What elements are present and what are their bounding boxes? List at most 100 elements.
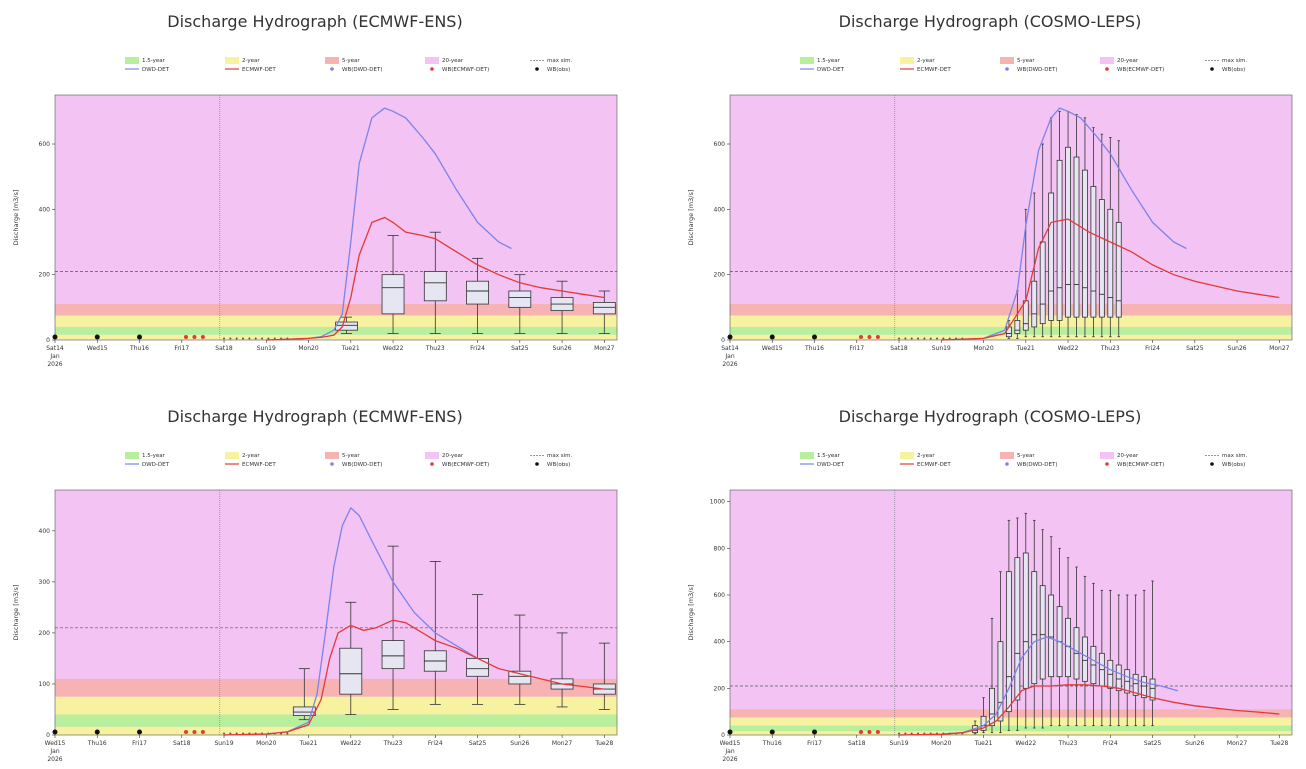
y-tick-label: 200 [39,630,51,637]
chart-panel-1: Discharge Hydrograph (ECMWF-ENS) 1.5-year… [5,0,625,370]
x-tick-label: Wed15 [720,740,741,747]
box-iqr [335,321,358,331]
legend-swatch-wbdwd [330,462,334,466]
chart-panel-2: Discharge Hydrograph (COSMO-LEPS) 1.5-yea… [680,0,1300,370]
x-tick-label: Thu16 [129,345,149,352]
x-tick-label: Jan [724,353,734,360]
sim-marker [273,337,276,340]
x-tick-label: Sun26 [510,740,529,747]
legend-label-y5: 5-year [342,58,360,64]
y-tick-label: 600 [714,141,726,148]
x-tick-label: Tue21 [1016,345,1035,352]
x-tick-label: Sat18 [215,345,233,352]
sim-marker [898,732,901,735]
legend-swatch-y1_5 [125,57,139,64]
hydrograph-chart-ecmwf-ens-top: Discharge Hydrograph (ECMWF-ENS) 1.5-year… [12,12,618,368]
box-iqr [1056,159,1063,321]
x-tick-label: Fri17 [849,345,864,352]
wb-ecmwf-dot [183,730,188,734]
y-tick-label: 400 [714,639,726,646]
box-iqr [466,280,489,305]
legend-label-wbobs: WB(obs) [1222,67,1245,73]
y-axis-label: Discharge [m3/s] [12,190,20,246]
y-axis-label: Discharge [m3/s] [687,190,695,246]
band-20-year [730,95,1292,340]
series-line-dwd-det [898,636,1179,736]
y-tick-label: 800 [714,545,726,552]
legend-swatch-y20 [425,452,439,459]
sim-marker [948,337,951,340]
box-iqr [997,641,1004,722]
box-iqr [1048,192,1055,321]
plot-frame [54,489,618,736]
legend-label-wbobs: WB(obs) [547,67,570,73]
legend-label-maxsim: max sim. [1222,58,1247,64]
wb-ecmwf-dot [200,730,205,734]
plot-frame [729,489,1293,736]
band-2-year [730,315,1292,327]
chart-title: Discharge Hydrograph (ECMWF-ENS) [167,12,462,31]
legend-swatch-y20 [1100,452,1114,459]
legend-label-dwd: DWD-DET [817,462,845,468]
x-tick-label: Sat14 [46,345,64,352]
obs-dot [137,334,143,340]
band-low [55,726,617,735]
x-tick-label: Sun19 [214,740,233,747]
legend-label-y1_5: 1.5-year [142,58,166,64]
series-line-ecmwf-det [223,619,605,736]
y-axis-label: Discharge [m3/s] [12,585,20,641]
box-iqr [508,670,532,685]
chart-title: Discharge Hydrograph (ECMWF-ENS) [167,407,462,426]
x-tick-label: Tue21 [341,345,360,352]
legend-swatch-wbecmwf [1105,462,1109,466]
x-tick-label: Sat25 [511,345,529,352]
legend-label-ecmwf: ECMWF-DET [242,462,276,468]
x-tick-label: Wed15 [87,345,108,352]
chart-panel-4: Discharge Hydrograph (COSMO-LEPS) 1.5-yea… [680,395,1300,765]
band-5-year [55,304,617,316]
band-low [730,334,1292,340]
legend-swatch-wbecmwf [430,462,434,466]
sim-marker [235,337,238,340]
sim-marker [261,337,264,340]
y-tick-label: 400 [39,206,51,213]
x-tick-label: Sat25 [1144,740,1162,747]
x-tick-label: Wed15 [762,345,783,352]
x-tick-label: Jan [49,748,59,755]
legend-label-y2: 2-year [242,58,260,64]
legend-swatch-y1_5 [800,57,814,64]
x-tick-label: Sun19 [889,740,908,747]
x-tick-label: Tue28 [594,740,613,747]
hydrograph-chart-cosmo-leps-bottom: Discharge Hydrograph (COSMO-LEPS) 1.5-yea… [687,407,1293,763]
legend-label-y20: 20-year [1117,453,1139,459]
x-tick-label: Sun26 [1228,345,1247,352]
sim-marker [942,337,945,340]
band-2-year [55,315,617,327]
box-iqr [381,274,405,315]
y-tick-label: 0 [46,732,50,739]
legend-swatch-wbobs [1210,67,1214,71]
legend-swatch-wbdwd [330,67,334,71]
legend-swatch-wbdwd [1005,462,1009,466]
band-1-5-year [55,326,617,335]
box-iqr [1115,221,1122,318]
legend-label-y5: 5-year [342,453,360,459]
chart-panel-3: Discharge Hydrograph (ECMWF-ENS) 1.5-year… [5,395,625,765]
y-tick-label: 100 [39,681,51,688]
wb-ecmwf-dot [867,730,872,734]
y-tick-label: 200 [714,272,726,279]
series-line-ecmwf-det [898,684,1280,736]
legend-label-maxsim: max sim. [547,58,572,64]
x-tick-label: Fri24 [470,345,485,352]
box-iqr [1005,571,1012,713]
box-iqr [989,687,995,727]
legend-label-dwd: DWD-DET [142,462,170,468]
legend-label-dwd: DWD-DET [817,67,845,73]
legend-label-maxsim: max sim. [547,453,572,459]
x-tick-label: 2026 [47,361,62,368]
legend-label-y2: 2-year [917,58,935,64]
sim-marker [254,337,257,340]
box-iqr [1039,585,1046,680]
sim-marker [910,337,913,340]
legend-label-y1_5: 1.5-year [817,453,841,459]
